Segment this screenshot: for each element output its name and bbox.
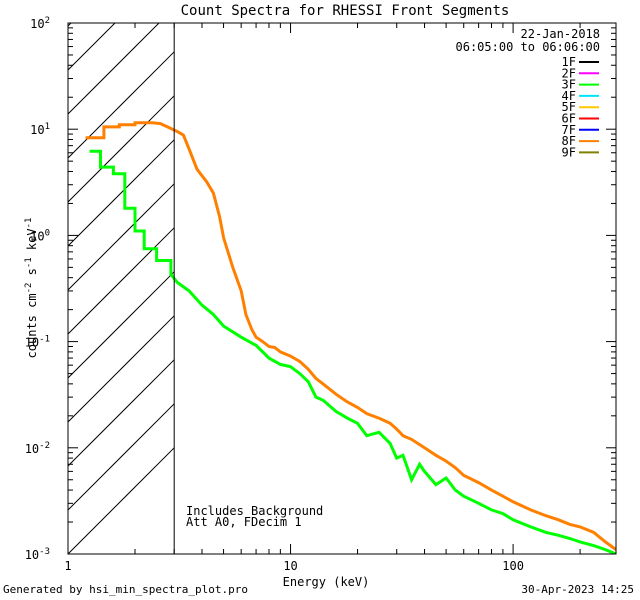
y-axis-label-part: keV (25, 228, 39, 257)
legend-label-5F: 5F (562, 100, 576, 114)
hatch-line (68, 227, 175, 335)
legend-label-6F: 6F (562, 112, 576, 126)
legend-label-2F: 2F (562, 66, 576, 80)
y-tick-label: 102 (30, 16, 50, 31)
series-3F-line (89, 149, 616, 554)
y-tick-label: 10-2 (25, 441, 50, 456)
legend-label-8F: 8F (562, 134, 576, 148)
legend-label-9F: 9F (562, 145, 576, 159)
y-tick-label: 101 (30, 122, 50, 137)
y-tick-label: 10-3 (25, 547, 50, 562)
hatch-line (68, 51, 175, 159)
footer-right: 30-Apr-2023 14:25 (521, 583, 634, 596)
x-tick-label: 100 (502, 559, 524, 573)
excluded-energy-hatch (68, 23, 175, 554)
y-axis-label-exp: -2 (24, 283, 34, 294)
annotation-background: Includes Background (186, 504, 323, 518)
hatch-line (68, 271, 175, 379)
legend: 22-Jan-2018 06:05:00 to 06:06:00 1F2F3F4… (456, 27, 601, 159)
annotation-attenuator: Att A0, FDecim 1 (186, 515, 302, 529)
y-tick-label: 10-1 (25, 335, 50, 350)
x-axis-label: Energy (keV) (283, 575, 370, 589)
series-8F-line (85, 121, 616, 551)
y-axis-label-exp: -1 (24, 218, 34, 229)
y-axis-label-exp: -1 (24, 257, 34, 268)
hatch-line (68, 23, 116, 71)
legend-label-7F: 7F (562, 123, 576, 137)
plot-frame (67, 22, 617, 555)
y-tick-label: 100 (30, 228, 50, 243)
axis-ticks (67, 22, 616, 555)
legend-label-4F: 4F (562, 89, 576, 103)
hatch-line (68, 183, 175, 291)
x-tick-label: 10 (283, 559, 297, 573)
hatch-line (68, 447, 175, 554)
y-axis-label-part: counts cm (25, 293, 39, 358)
footer-left: Generated by hsi_min_spectra_plot.pro (3, 583, 249, 596)
hatch-line (68, 23, 160, 115)
legend-label-3F: 3F (562, 78, 576, 92)
chart-title: Count Spectra for RHESSI Front Segments (181, 3, 510, 19)
hatch-line (68, 23, 72, 27)
hatch-line (68, 315, 175, 423)
hatch-line (68, 95, 175, 203)
y-axis-label-part: s (25, 268, 39, 282)
legend-time-range: 06:05:00 to 06:06:00 (456, 40, 601, 54)
x-tick-label: 1 (64, 559, 71, 573)
hatch-line (68, 359, 175, 467)
y-axis-label: counts cm-2 s-1 keV-1 (24, 218, 39, 359)
legend-label-1F: 1F (562, 55, 576, 69)
hatch-line (68, 139, 175, 247)
legend-date: 22-Jan-2018 (521, 27, 600, 41)
hatch-line (68, 403, 175, 511)
